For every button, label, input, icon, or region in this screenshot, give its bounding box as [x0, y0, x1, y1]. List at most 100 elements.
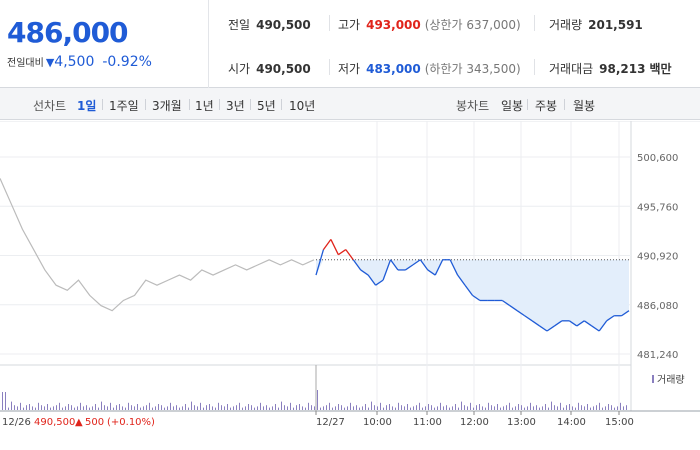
line-segment [360, 269, 369, 276]
volume-bar [329, 402, 330, 410]
line-segment [457, 274, 466, 286]
divider [281, 99, 282, 110]
series-prev-day-line [0, 178, 315, 312]
volume-bar [209, 404, 210, 410]
tab-period-1d[interactable]: 1일 [77, 99, 97, 113]
volume-bar [113, 407, 114, 410]
line-segment [345, 249, 354, 261]
volume-bar [338, 404, 339, 410]
volume-bar [200, 402, 201, 410]
volume-bar [119, 404, 120, 410]
volume-bar [221, 405, 222, 410]
volume-bar [302, 406, 303, 410]
volume-bar [404, 406, 405, 410]
tab-candle-weekly[interactable]: 주봉 [535, 99, 558, 113]
volume-bar [530, 402, 531, 410]
line-segment [427, 269, 436, 276]
y-tick-label: 490,920 [637, 252, 678, 263]
tab-candle-monthly[interactable]: 월봉 [573, 99, 596, 113]
line-segment [322, 239, 332, 250]
volume-bar [503, 406, 504, 410]
volume-bar [419, 402, 420, 410]
volume-bar [29, 404, 30, 410]
line-segment [621, 310, 630, 317]
volume-bar [509, 402, 510, 410]
candle-chart-label: 봉차트 [456, 99, 490, 113]
x-tick-label: 13:00 [507, 417, 536, 428]
tab-period-3m[interactable]: 3개월 [152, 99, 182, 113]
volume-bar [143, 406, 144, 410]
volume-bar [440, 402, 441, 410]
volume-bar [497, 404, 498, 410]
volume-bar [356, 405, 357, 410]
chart-tab-bar: 선차트 1일 1주일 3개월 1년 3년 5년 10년 봉차트 일봉 주봉 월봉 [0, 88, 700, 120]
stat-low: 저가 483,000 (하한가 343,500) [338, 60, 521, 77]
volume-bar [320, 407, 321, 410]
line-segment [531, 320, 540, 327]
stat-amount: 거래대금 98,213 백만 [549, 60, 672, 77]
volume-bar [608, 404, 609, 410]
x-tick-label: 10:00 [363, 417, 392, 428]
stat-value: 98,213 [599, 62, 646, 76]
volume-bar [62, 407, 63, 410]
upper-limit: (상한가 637,000) [424, 18, 521, 32]
volume-bar [251, 405, 252, 410]
x-tick-label: 14:00 [557, 417, 586, 428]
divider [534, 15, 535, 31]
stat-unit: 백만 [649, 62, 672, 76]
volume-bar [287, 406, 288, 410]
volume-bar [131, 405, 132, 410]
volume-bar [107, 406, 108, 410]
line-segment [554, 320, 563, 327]
volume-bar [317, 390, 318, 410]
grid-lines [0, 156, 631, 355]
line-segment [606, 315, 615, 322]
volume-bar [248, 404, 249, 410]
volume-bar [476, 405, 477, 410]
up-triangle-icon: ▲ [75, 417, 83, 428]
x-axis-labels: 12/27 10:00 11:00 12:00 13:00 14:00 15:00 [315, 411, 634, 428]
stat-value: 490,500 [256, 62, 311, 76]
tab-period-1y[interactable]: 1년 [195, 99, 214, 113]
volume-bar [569, 404, 570, 410]
volume-bar [8, 407, 9, 410]
line-segment [516, 310, 526, 317]
tab-period-5y[interactable]: 5년 [257, 99, 276, 113]
volume-bar [17, 406, 18, 410]
x-tick-label: 12:00 [460, 417, 489, 428]
quote-panel: 486,000 전일대비 ▼4,500 -0.92% 전일 490,500 시가 490… [0, 0, 700, 88]
tab-period-3y[interactable]: 3년 [226, 99, 245, 113]
volume-bar [293, 407, 294, 410]
stat-value: 493,000 [366, 18, 421, 32]
volume-bar [239, 402, 240, 410]
volume-bar [44, 406, 45, 410]
y-axis-labels: 500,600 495,760 490,920 486,080 481,240 [637, 153, 678, 361]
tab-candle-daily[interactable]: 일봉 [501, 99, 524, 113]
volume-bar [431, 405, 432, 410]
stat-open: 시가 490,500 [228, 60, 311, 77]
stat-label: 거래대금 [549, 62, 594, 76]
stat-label: 거래량 [549, 18, 583, 32]
divider [102, 99, 103, 110]
volume-bar [461, 401, 462, 410]
volume-bar [5, 392, 6, 410]
volume-bar [413, 406, 414, 410]
stat-label: 전일 [228, 18, 251, 32]
tab-period-1w[interactable]: 1주일 [109, 99, 139, 113]
volume-bar [308, 402, 309, 410]
current-price: 486,000 [7, 16, 129, 49]
volume-bar [578, 402, 579, 410]
volume-bar [236, 405, 237, 410]
line-segment [367, 274, 377, 286]
volume-bar [566, 405, 567, 410]
volume-bar [257, 406, 258, 410]
stat-value: 490,500 [256, 18, 311, 32]
intraday-chart[interactable]: 500,600 495,760 490,920 486,080 481,240 12/2… [0, 121, 700, 450]
volume-bar [179, 407, 180, 410]
volume-bar [218, 402, 219, 410]
volume-bar [191, 401, 192, 410]
tab-period-10y[interactable]: 10년 [289, 99, 316, 113]
volume-bar [488, 402, 489, 410]
volume-bar [392, 406, 393, 410]
divider [534, 59, 535, 75]
